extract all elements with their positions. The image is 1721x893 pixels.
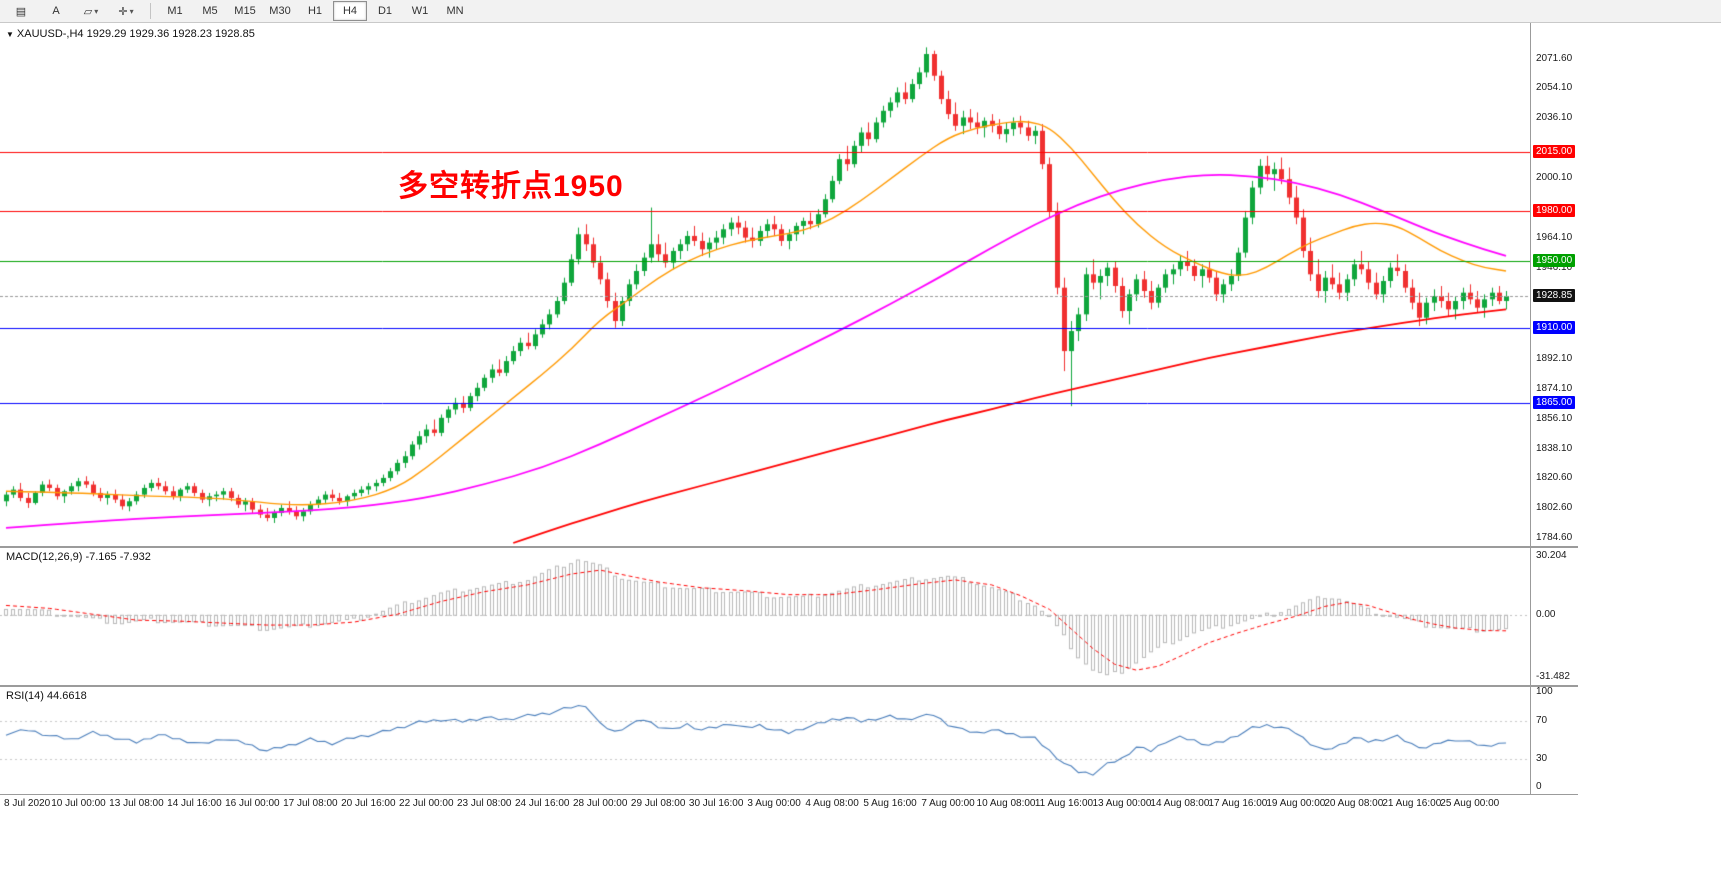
macd-label: MACD(12,26,9) -7.165 -7.932: [6, 551, 151, 563]
chart-window: ▼ XAUUSD-,H4 1929.29 1929.36 1928.23 1928…: [0, 23, 1578, 813]
time-label: 13 Jul 08:00: [109, 798, 164, 809]
trading-app-window: ▤ A ▱ ▾ ✛ ▾ M1 M5 M15 M30 H1 H4 D1 W1 MN ▼ XAUUSD-,H4 …: [0, 0, 1721, 813]
toolbar-icon-group: ▤ A ▱ ▾ ✛ ▾: [4, 1, 143, 21]
time-label: 7 Aug 00:00: [921, 798, 975, 809]
rsi-tick: 0: [1536, 781, 1542, 792]
time-label: 28 Jul 00:00: [572, 798, 628, 809]
text-annotation-icon: A: [52, 5, 60, 17]
collapse-triangle-icon[interactable]: ▼: [6, 30, 14, 39]
time-label: 14 Jul 16:00: [167, 798, 222, 809]
time-label: 5 Aug 16:00: [863, 798, 917, 809]
timeframe-button-H4[interactable]: H4: [333, 1, 367, 21]
dropdown-caret-icon: ▾: [94, 6, 99, 16]
timeframe-button-M30[interactable]: M30: [269, 5, 291, 17]
rsi-tick: 70: [1536, 714, 1548, 726]
chart-menu-icon: ▤: [15, 5, 27, 18]
text-annotation-button[interactable]: A: [39, 1, 73, 21]
timeframe-button-group: M1 M5 M15 M30 H1 H4 D1 W1 MN: [158, 1, 472, 21]
time-label: 4 Aug 08:00: [805, 798, 859, 809]
draw-objects-button[interactable]: ▱ ▾: [74, 1, 108, 21]
timeframe-button-D1[interactable]: D1: [377, 5, 393, 17]
rsi-canvas[interactable]: [0, 687, 1530, 794]
time-label: 10 Aug 08:00: [976, 798, 1036, 809]
price-tick: 2036.10: [1536, 112, 1573, 124]
price-chart-canvas[interactable]: [0, 23, 1530, 546]
price-tick: 1964.10: [1536, 232, 1573, 244]
timeframe-button-M1[interactable]: M1: [167, 5, 183, 17]
level-price-badge-1980.00: 1980.00: [1533, 203, 1576, 217]
time-label: 8 Jul 2020: [4, 798, 51, 809]
timeframe-button-M5[interactable]: M5: [202, 5, 218, 17]
price-tick: 1856.10: [1536, 412, 1573, 424]
crosshair-button[interactable]: ✛ ▾: [109, 1, 143, 21]
time-label: 22 Jul 00:00: [399, 798, 454, 809]
price-tick: 1784.60: [1536, 531, 1573, 543]
time-label: 19 Aug 00:00: [1266, 798, 1326, 809]
price-tick: 2054.10: [1536, 82, 1573, 94]
time-label: 14 Aug 08:00: [1150, 798, 1210, 809]
time-label: 29 Jul 08:00: [630, 798, 686, 809]
macd-canvas[interactable]: [0, 548, 1530, 685]
main-toolbar: ▤ A ▱ ▾ ✛ ▾ M1 M5 M15 M30 H1 H4 D1 W1 MN: [0, 0, 1721, 23]
chart-header-text: XAUUSD-,H4 1929.29 1929.36 1928.23 1928.…: [16, 28, 255, 40]
level-price-badge-1950.00: 1950.00: [1533, 253, 1576, 267]
timeframe-button-M15[interactable]: M15: [234, 5, 256, 17]
timeframe-button-W1[interactable]: W1: [411, 5, 429, 17]
price-tick: 1874.10: [1536, 382, 1573, 394]
level-price-badge-1865.00: 1865.00: [1533, 395, 1576, 409]
time-label: 17 Aug 16:00: [1208, 798, 1268, 809]
time-label: 17 Jul 08:00: [283, 798, 338, 809]
current-price-badge: 1928.85: [1533, 289, 1576, 303]
time-label: 23 Jul 08:00: [457, 798, 512, 809]
price-scale-border: [1530, 23, 1531, 795]
time-label: 25 Aug 00:00: [1440, 798, 1500, 809]
price-tick: 2000.10: [1536, 172, 1573, 184]
price-scale[interactable]: 2071.60 2054.10 2036.10 2000.10 1964.10 1946.…: [1532, 23, 1578, 795]
rsi-pane: RSI(14) 44.6618: [0, 687, 1530, 794]
chart-menu-button[interactable]: ▤: [4, 1, 38, 21]
dropdown-caret-icon: ▾: [129, 6, 134, 16]
time-label: 11 Aug 16:00: [1034, 798, 1094, 809]
price-tick: 1946.10: [1536, 262, 1573, 274]
rsi-tick: 100: [1536, 686, 1553, 697]
chart-annotation-text[interactable]: 多空转折点1950: [398, 170, 624, 203]
draw-objects-icon: ▱: [83, 5, 93, 18]
macd-pane: MACD(12,26,9) -7.165 -7.932: [0, 548, 1530, 685]
time-label: 20 Jul 16:00: [341, 798, 396, 809]
time-label: 21 Aug 16:00: [1382, 798, 1442, 809]
time-label: 16 Jul 00:00: [225, 798, 280, 809]
price-tick: 1820.60: [1536, 471, 1573, 483]
time-label: 3 Aug 00:00: [747, 798, 801, 809]
chart-header[interactable]: ▼ XAUUSD-,H4 1929.29 1929.36 1928.23 1928…: [6, 28, 255, 40]
price-tick: 2071.60: [1536, 53, 1573, 65]
level-price-badge-1910.00: 1910.00: [1533, 320, 1576, 334]
price-tick: 1838.10: [1536, 442, 1573, 454]
time-label: 13 Aug 00:00: [1092, 798, 1152, 809]
pane-divider[interactable]: [0, 794, 1578, 795]
time-label: 30 Jul 16:00: [688, 798, 744, 809]
pane-divider[interactable]: [0, 685, 1578, 687]
rsi-tick: 30: [1536, 752, 1548, 764]
time-label: 24 Jul 16:00: [514, 798, 570, 809]
time-label: 20 Aug 08:00: [1324, 798, 1384, 809]
macd-tick: -31.482: [1536, 671, 1570, 682]
timeframe-button-MN[interactable]: MN: [446, 5, 464, 17]
pane-divider[interactable]: [0, 546, 1578, 548]
macd-tick: 30.204: [1536, 550, 1567, 561]
price-pane: ▼ XAUUSD-,H4 1929.29 1929.36 1928.23 1928…: [0, 23, 1530, 546]
toolbar-separator: [150, 3, 151, 19]
time-axis[interactable]: 8 Jul 2020 10 Jul 00:00 13 Jul 08:00 14 Jul…: [0, 795, 1578, 813]
rsi-label: RSI(14) 44.6618: [6, 690, 87, 702]
price-tick: 1892.10: [1536, 352, 1573, 364]
timeframe-button-H1[interactable]: H1: [307, 5, 323, 17]
crosshair-icon: ✛: [118, 5, 128, 18]
time-label: 10 Jul 00:00: [51, 798, 106, 809]
price-tick: 1802.60: [1536, 501, 1573, 513]
macd-tick: 0.00: [1536, 609, 1556, 621]
level-price-badge-2015.00: 2015.00: [1533, 145, 1576, 159]
